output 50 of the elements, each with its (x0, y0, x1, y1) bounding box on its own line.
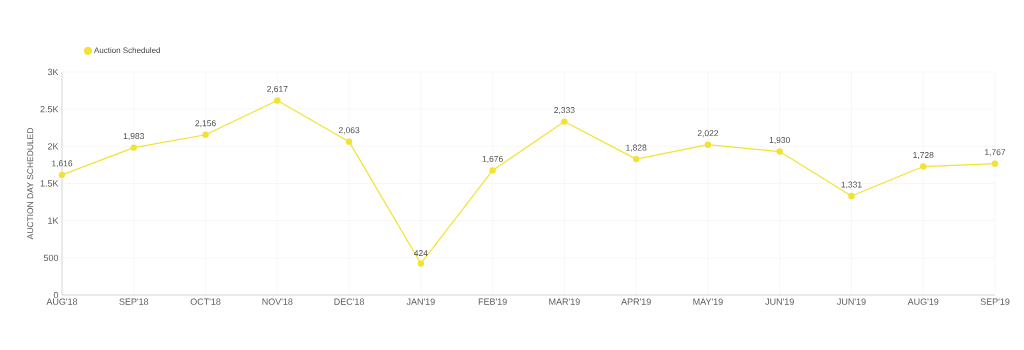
x-tick-label: SEP'19 (980, 298, 1010, 305)
point (489, 167, 496, 174)
y-tick-label: 2.5K (40, 105, 59, 113)
y-tick-label: 0 (53, 291, 59, 299)
y-tick-label: 3K (47, 68, 59, 76)
x-tick-label: SEP'18 (119, 298, 149, 305)
x-tick-label: JUN'19 (765, 298, 794, 305)
point (632, 155, 640, 163)
x-tick-label: NOV'18 (262, 298, 293, 305)
data-label: 1,828 (626, 144, 647, 152)
x-tick-label: MAR'19 (549, 298, 580, 305)
point (991, 160, 999, 167)
data-label: 424 (413, 250, 428, 256)
data-label: 2,617 (267, 85, 288, 93)
data-label: 1,767 (985, 149, 1006, 157)
x-tick-label: JAN'19 (406, 298, 435, 305)
point (202, 131, 209, 138)
data-label: 1,930 (769, 137, 790, 145)
point (130, 144, 137, 151)
data-label: 1,676 (482, 155, 503, 163)
data-label: 1,728 (913, 152, 934, 160)
x-tick-label: APR'19 (621, 298, 651, 305)
data-label: 2,333 (554, 107, 575, 115)
x-tick-label: MAY'19 (693, 298, 723, 305)
point (848, 192, 855, 200)
y-axis-title: AUCTION DAY SCHEDULED (27, 128, 34, 240)
point (561, 118, 568, 125)
point (345, 138, 353, 145)
point (417, 260, 425, 267)
x-tick-label: AUG'19 (907, 298, 939, 305)
point (920, 163, 927, 170)
x-tick-label: JUN'19 (837, 298, 866, 305)
data-label: 1,983 (123, 133, 144, 141)
data-label: 1,616 (52, 160, 73, 168)
point (704, 141, 712, 148)
data-label: 2,156 (195, 120, 216, 128)
x-tick-label: AUG'18 (46, 298, 78, 305)
point (776, 148, 783, 155)
x-tick-label: FEB'19 (478, 298, 507, 305)
x-tick-label: DEC'18 (334, 298, 364, 305)
y-tick-label: 1.5K (40, 180, 59, 187)
data-label: 2,063 (338, 127, 360, 135)
y-tick-label: 2K (47, 143, 59, 150)
point (274, 97, 281, 104)
y-tick-label: 500 (43, 254, 59, 262)
x-tick-label: OCT'18 (190, 298, 221, 305)
data-label: 1,331 (841, 181, 862, 189)
point (58, 171, 66, 179)
data-label: 2,022 (697, 130, 719, 138)
y-tick-label: 1K (48, 217, 59, 224)
